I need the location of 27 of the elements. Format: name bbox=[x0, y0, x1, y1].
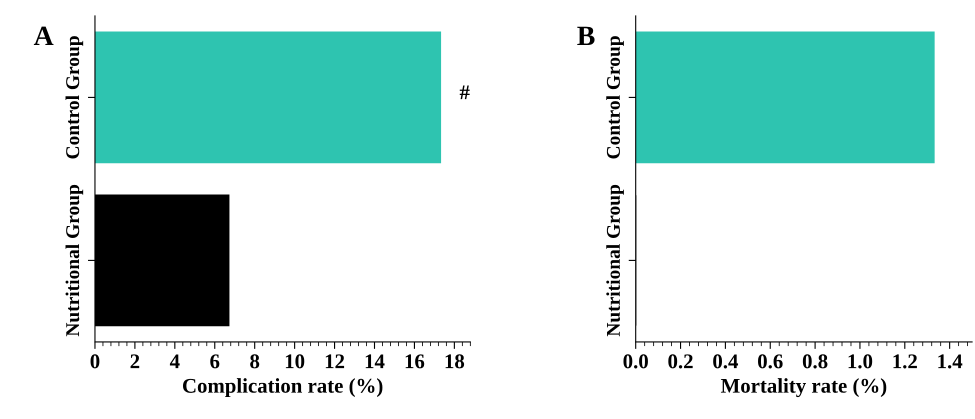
x-tick-label: 0.2 bbox=[668, 354, 693, 368]
y-tick-label: Nutritional Group bbox=[66, 184, 84, 336]
x-tick-label: 6 bbox=[210, 354, 220, 368]
y-tick-label: Control Group bbox=[66, 36, 84, 159]
x-tick-label: 12 bbox=[326, 354, 344, 368]
x-tick-label: 0.6 bbox=[758, 354, 783, 368]
x-tick-label: 1.2 bbox=[893, 354, 917, 368]
x-tick-label: 14 bbox=[366, 354, 385, 368]
x-tick-label: 18 bbox=[446, 354, 464, 368]
x-axis-title: Mortality rate (%) bbox=[720, 378, 886, 398]
y-tick-label: Nutritional Group bbox=[606, 184, 624, 336]
x-tick-label: 16 bbox=[406, 354, 424, 368]
x-tick-label: 1.0 bbox=[848, 354, 872, 368]
x-tick-label: 0.4 bbox=[713, 354, 738, 368]
x-tick-label: 8 bbox=[250, 354, 260, 368]
x-axis-title: Complication rate (%) bbox=[183, 378, 382, 398]
chart-title: B bbox=[577, 26, 595, 46]
x-tick-label: 0.8 bbox=[802, 354, 828, 368]
x-tick-label: 10 bbox=[286, 354, 304, 368]
x-tick-label: 1.4 bbox=[938, 354, 962, 368]
y-tick-label: Control Group bbox=[606, 36, 624, 159]
annotation: # bbox=[460, 86, 470, 100]
x-tick-label: 0.0 bbox=[623, 354, 648, 368]
chart-title: A bbox=[34, 26, 54, 45]
x-tick-label: 2 bbox=[130, 354, 140, 368]
x-tick-label: 4 bbox=[170, 354, 180, 368]
x-tick-label: 0 bbox=[90, 354, 100, 368]
